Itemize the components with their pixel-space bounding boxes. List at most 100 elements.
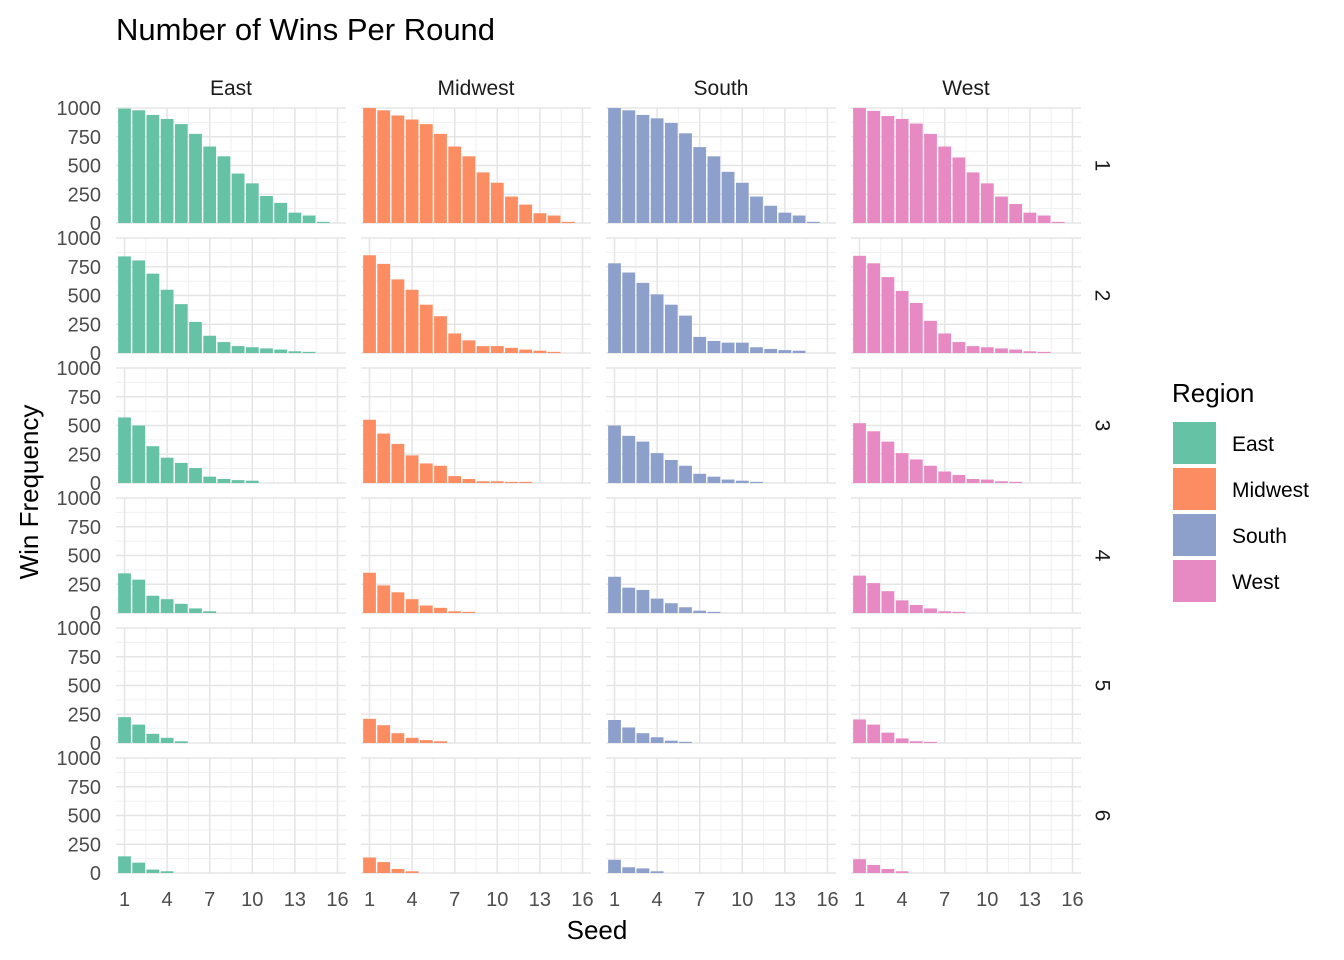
panel-east-round-4 — [116, 497, 346, 614]
bar-west-round-1-seed-15 — [1051, 221, 1065, 223]
bar-south-round-4-seed-4 — [650, 598, 664, 613]
bar-west-round-5-seed-2 — [867, 724, 881, 743]
bar-west-round-2-seed-12 — [1009, 349, 1023, 353]
bar-east-round-5-seed-3 — [146, 733, 160, 743]
bar-south-round-6-seed-3 — [636, 868, 650, 873]
bar-east-round-1-seed-7 — [203, 146, 217, 223]
bar-south-round-3-seed-8 — [707, 476, 721, 483]
bar-east-round-5-seed-2 — [132, 724, 146, 743]
panel-east-round-5 — [116, 627, 346, 744]
panel-west-round-5 — [851, 627, 1081, 744]
bar-east-round-1-seed-6 — [189, 133, 202, 223]
panel-south-round-6 — [606, 757, 836, 874]
bar-east-round-1-seed-4 — [160, 118, 174, 223]
bar-south-round-3-seed-10 — [735, 480, 749, 483]
bar-east-round-4-seed-6 — [189, 608, 202, 613]
strip-label-east: East — [210, 77, 252, 100]
bar-midwest-round-2-seed-1 — [363, 255, 376, 353]
bar-south-round-1-seed-4 — [650, 118, 664, 223]
bar-west-round-2-seed-8 — [952, 342, 966, 353]
bar-east-round-2-seed-8 — [217, 342, 231, 353]
y-tick-label: 0 — [90, 863, 101, 885]
bar-midwest-round-2-seed-9 — [476, 346, 490, 353]
y-tick-label: 0 — [90, 343, 101, 365]
legend: Region East Midwest South West — [1172, 378, 1309, 602]
bar-midwest-round-1-seed-1 — [363, 108, 376, 223]
bar-south-round-3-seed-5 — [664, 460, 678, 483]
bar-west-round-3-seed-1 — [853, 423, 866, 483]
strip-label-round-3: 3 — [1091, 420, 1114, 432]
bar-west-round-1-seed-6 — [924, 133, 937, 223]
bar-east-round-4-seed-3 — [146, 595, 160, 613]
bar-west-round-2-seed-10 — [980, 347, 994, 353]
bar-midwest-round-3-seed-5 — [419, 463, 433, 483]
x-tick-label: 16 — [326, 889, 348, 911]
bar-east-round-3-seed-5 — [174, 462, 188, 483]
y-tick-label: 1000 — [57, 618, 102, 640]
y-tick-label: 500 — [68, 416, 101, 438]
y-tick-label: 750 — [68, 387, 101, 409]
axes: 0250500750100002505007501000025050075010… — [57, 98, 1084, 911]
bar-midwest-round-2-seed-11 — [505, 347, 518, 353]
bar-midwest-round-1-seed-2 — [377, 110, 391, 223]
bar-west-round-3-seed-7 — [938, 471, 952, 483]
bar-south-round-4-seed-3 — [636, 590, 650, 613]
bar-south-round-3-seed-3 — [636, 441, 650, 483]
bar-east-round-1-seed-10 — [245, 183, 259, 223]
bar-west-round-2-seed-4 — [895, 290, 909, 353]
bar-west-round-2-seed-3 — [881, 277, 895, 353]
bar-midwest-round-4-seed-1 — [363, 572, 376, 613]
bar-midwest-round-4-seed-7 — [448, 611, 462, 613]
y-tick-label: 750 — [68, 517, 101, 539]
y-tick-label: 250 — [68, 704, 101, 726]
bar-east-round-2-seed-12 — [274, 349, 288, 353]
bar-midwest-round-3-seed-7 — [448, 476, 462, 483]
bar-east-round-3-seed-8 — [217, 478, 231, 483]
bar-midwest-round-1-seed-15 — [561, 221, 575, 223]
bar-midwest-round-6-seed-4 — [405, 871, 419, 873]
bar-west-round-2-seed-14 — [1037, 351, 1051, 353]
bar-east-round-2-seed-13 — [288, 351, 302, 353]
bar-midwest-round-1-seed-8 — [462, 156, 476, 223]
bar-west-round-1-seed-11 — [995, 196, 1008, 223]
x-tick-label: 4 — [407, 889, 418, 911]
bar-west-round-1-seed-3 — [881, 116, 895, 223]
bar-midwest-round-1-seed-9 — [476, 172, 490, 223]
chart-title: Number of Wins Per Round — [116, 12, 495, 47]
bar-west-round-1-seed-1 — [853, 108, 866, 223]
bar-midwest-round-4-seed-2 — [377, 585, 391, 613]
x-tick-label: 1 — [119, 889, 130, 911]
bar-west-round-4-seed-1 — [853, 575, 866, 613]
bar-south-round-5-seed-3 — [636, 733, 650, 743]
facet-strips: East Midwest South West 1 2 3 4 5 6 — [210, 77, 1114, 821]
x-tick-label: 13 — [1019, 889, 1041, 911]
bar-east-round-2-seed-10 — [245, 347, 259, 353]
y-tick-label: 750 — [68, 257, 101, 279]
bar-south-round-1-seed-13 — [778, 212, 792, 223]
bar-east-round-5-seed-5 — [174, 741, 188, 743]
y-tick-label: 1000 — [57, 748, 102, 770]
bar-west-round-3-seed-5 — [909, 459, 923, 483]
y-tick-label: 0 — [90, 213, 101, 235]
y-tick-label: 250 — [68, 314, 101, 336]
panel-west-round-4 — [851, 497, 1081, 614]
bar-east-round-3-seed-6 — [189, 468, 202, 483]
bar-west-round-1-seed-5 — [909, 123, 923, 223]
bar-west-round-1-seed-14 — [1037, 215, 1051, 223]
legend-key-east — [1173, 422, 1216, 464]
panel-midwest-round-3 — [361, 367, 591, 484]
bar-east-round-2-seed-5 — [174, 304, 188, 353]
bar-midwest-round-5-seed-2 — [377, 725, 391, 743]
y-tick-label: 1000 — [57, 228, 102, 250]
bar-east-round-3-seed-10 — [245, 480, 259, 483]
bar-west-round-5-seed-3 — [881, 732, 895, 743]
strip-label-round-6: 6 — [1091, 810, 1114, 822]
bar-west-round-5-seed-5 — [909, 741, 923, 743]
bar-midwest-round-1-seed-7 — [448, 146, 462, 223]
bar-east-round-2-seed-2 — [132, 260, 146, 353]
bar-midwest-round-4-seed-6 — [434, 607, 447, 613]
legend-label-east: East — [1232, 433, 1274, 456]
bar-south-round-3-seed-4 — [650, 453, 664, 483]
x-tick-label: 4 — [897, 889, 908, 911]
bar-west-round-2-seed-1 — [853, 255, 866, 353]
